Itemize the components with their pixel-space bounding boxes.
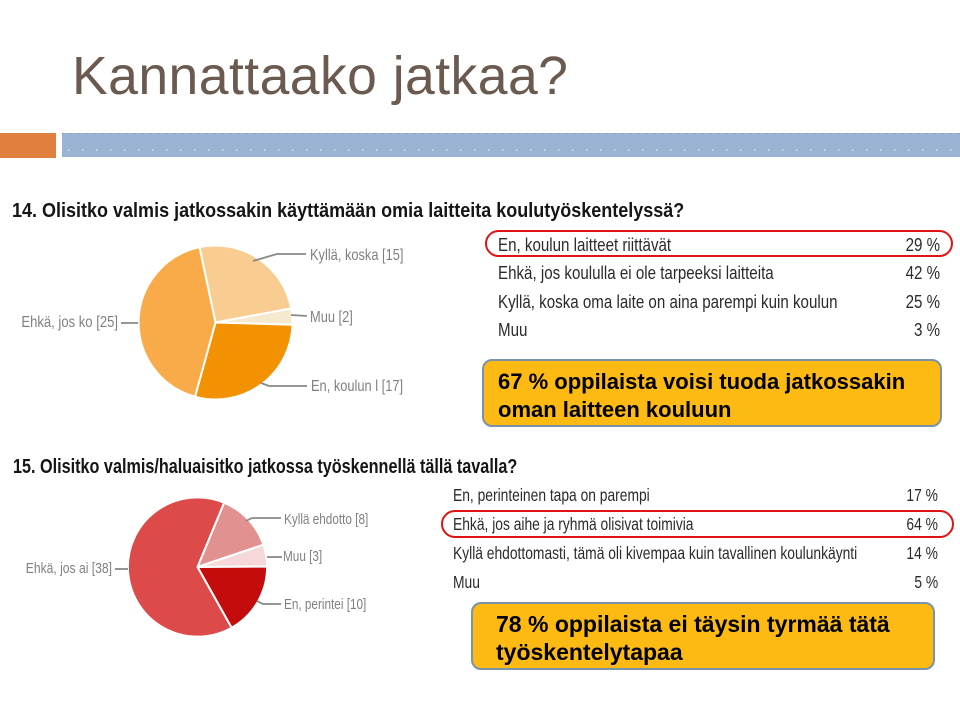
svg-text:Muu [3]: Muu [3]: [283, 548, 322, 565]
svg-text:Ehkä, jos ko [25]: Ehkä, jos ko [25]: [21, 314, 118, 331]
svg-text:En, koulun l [17]: En, koulun l [17]: [311, 377, 403, 394]
svg-text:Muu [2]: Muu [2]: [310, 308, 353, 325]
svg-text:Kyllä, koska [15]: Kyllä, koska [15]: [310, 246, 403, 263]
svg-text:En, perintei [10]: En, perintei [10]: [284, 596, 366, 613]
svg-text:Ehkä, jos ai [38]: Ehkä, jos ai [38]: [26, 560, 112, 576]
svg-text:Kyllä ehdotto [8]: Kyllä ehdotto [8]: [284, 511, 368, 528]
